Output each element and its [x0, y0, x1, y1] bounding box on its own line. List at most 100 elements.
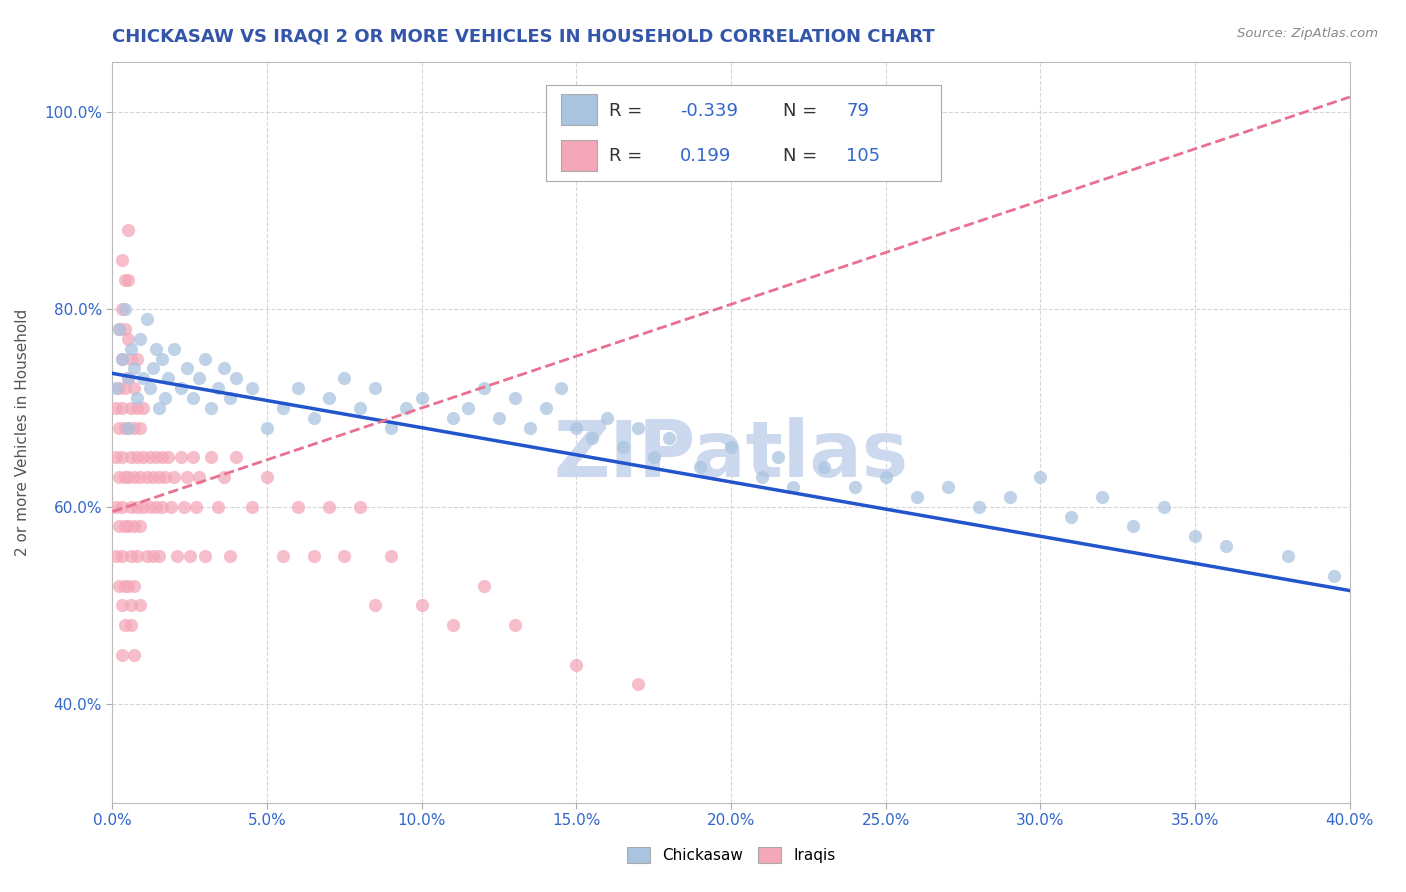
Point [176, 361, 198, 376]
Point [157, 450, 180, 465]
Point [302, 410, 325, 425]
Point [519, 420, 541, 434]
Point [643, 450, 665, 465]
Point [117, 272, 139, 286]
Point [111, 252, 134, 267]
Point [114, 302, 136, 317]
Point [194, 549, 217, 563]
Point [132, 450, 155, 465]
Point [169, 450, 191, 465]
Point [111, 351, 134, 366]
Point [179, 549, 201, 563]
Point [127, 500, 149, 514]
Point [766, 450, 789, 465]
Point [120, 618, 142, 632]
Point [120, 500, 142, 514]
Point [107, 322, 129, 336]
Point [122, 420, 145, 434]
Point [271, 549, 294, 563]
Point [107, 579, 129, 593]
Point [813, 460, 835, 475]
Point [503, 618, 526, 632]
Point [120, 351, 142, 366]
Point [1060, 509, 1083, 524]
Point [114, 322, 136, 336]
Point [120, 401, 142, 415]
Point [129, 519, 152, 533]
Point [117, 371, 139, 385]
Point [225, 371, 247, 385]
Point [875, 470, 897, 484]
Point [114, 579, 136, 593]
Point [1029, 470, 1052, 484]
Point [127, 549, 149, 563]
Text: ZIPatlas: ZIPatlas [554, 417, 908, 493]
Point [184, 500, 207, 514]
Point [380, 420, 402, 434]
Point [135, 549, 157, 563]
Point [120, 342, 142, 356]
Point [129, 599, 152, 613]
Point [169, 381, 191, 395]
Point [135, 470, 157, 484]
Point [129, 332, 152, 346]
Point [114, 470, 136, 484]
Point [150, 351, 173, 366]
Point [122, 648, 145, 662]
Point [127, 391, 149, 405]
Point [120, 599, 142, 613]
Point [122, 579, 145, 593]
Point [240, 500, 263, 514]
Point [207, 500, 229, 514]
Point [117, 420, 139, 434]
Point [148, 549, 170, 563]
Point [138, 500, 160, 514]
Point [302, 549, 325, 563]
Point [612, 441, 634, 455]
Point [111, 549, 134, 563]
Point [364, 381, 387, 395]
Point [104, 450, 127, 465]
Point [212, 470, 235, 484]
Point [120, 549, 142, 563]
Point [658, 431, 681, 445]
Point [114, 618, 136, 632]
Point [844, 480, 866, 494]
Point [181, 450, 204, 465]
Point [163, 470, 186, 484]
Point [107, 470, 129, 484]
Point [107, 322, 129, 336]
Point [153, 470, 176, 484]
Point [287, 500, 309, 514]
Point [117, 470, 139, 484]
Point [550, 381, 572, 395]
Point [127, 351, 149, 366]
Point [472, 579, 495, 593]
Point [111, 500, 134, 514]
Point [122, 519, 145, 533]
Point [145, 342, 167, 356]
Point [287, 381, 309, 395]
Point [219, 391, 242, 405]
Point [157, 371, 180, 385]
Point [117, 223, 139, 237]
Point [129, 470, 152, 484]
Point [120, 450, 142, 465]
Point [349, 500, 371, 514]
Point [627, 420, 650, 434]
Point [1215, 539, 1237, 553]
Text: CHICKASAW VS IRAQI 2 OR MORE VEHICLES IN HOUSEHOLD CORRELATION CHART: CHICKASAW VS IRAQI 2 OR MORE VEHICLES IN… [112, 28, 935, 45]
Point [200, 450, 222, 465]
Point [150, 500, 173, 514]
Point [256, 420, 278, 434]
Point [782, 480, 804, 494]
Point [104, 401, 127, 415]
Point [1153, 500, 1175, 514]
Point [503, 391, 526, 405]
Point [200, 401, 222, 415]
Point [104, 549, 127, 563]
Point [627, 677, 650, 691]
Point [1323, 568, 1346, 582]
Point [111, 401, 134, 415]
Point [751, 470, 773, 484]
